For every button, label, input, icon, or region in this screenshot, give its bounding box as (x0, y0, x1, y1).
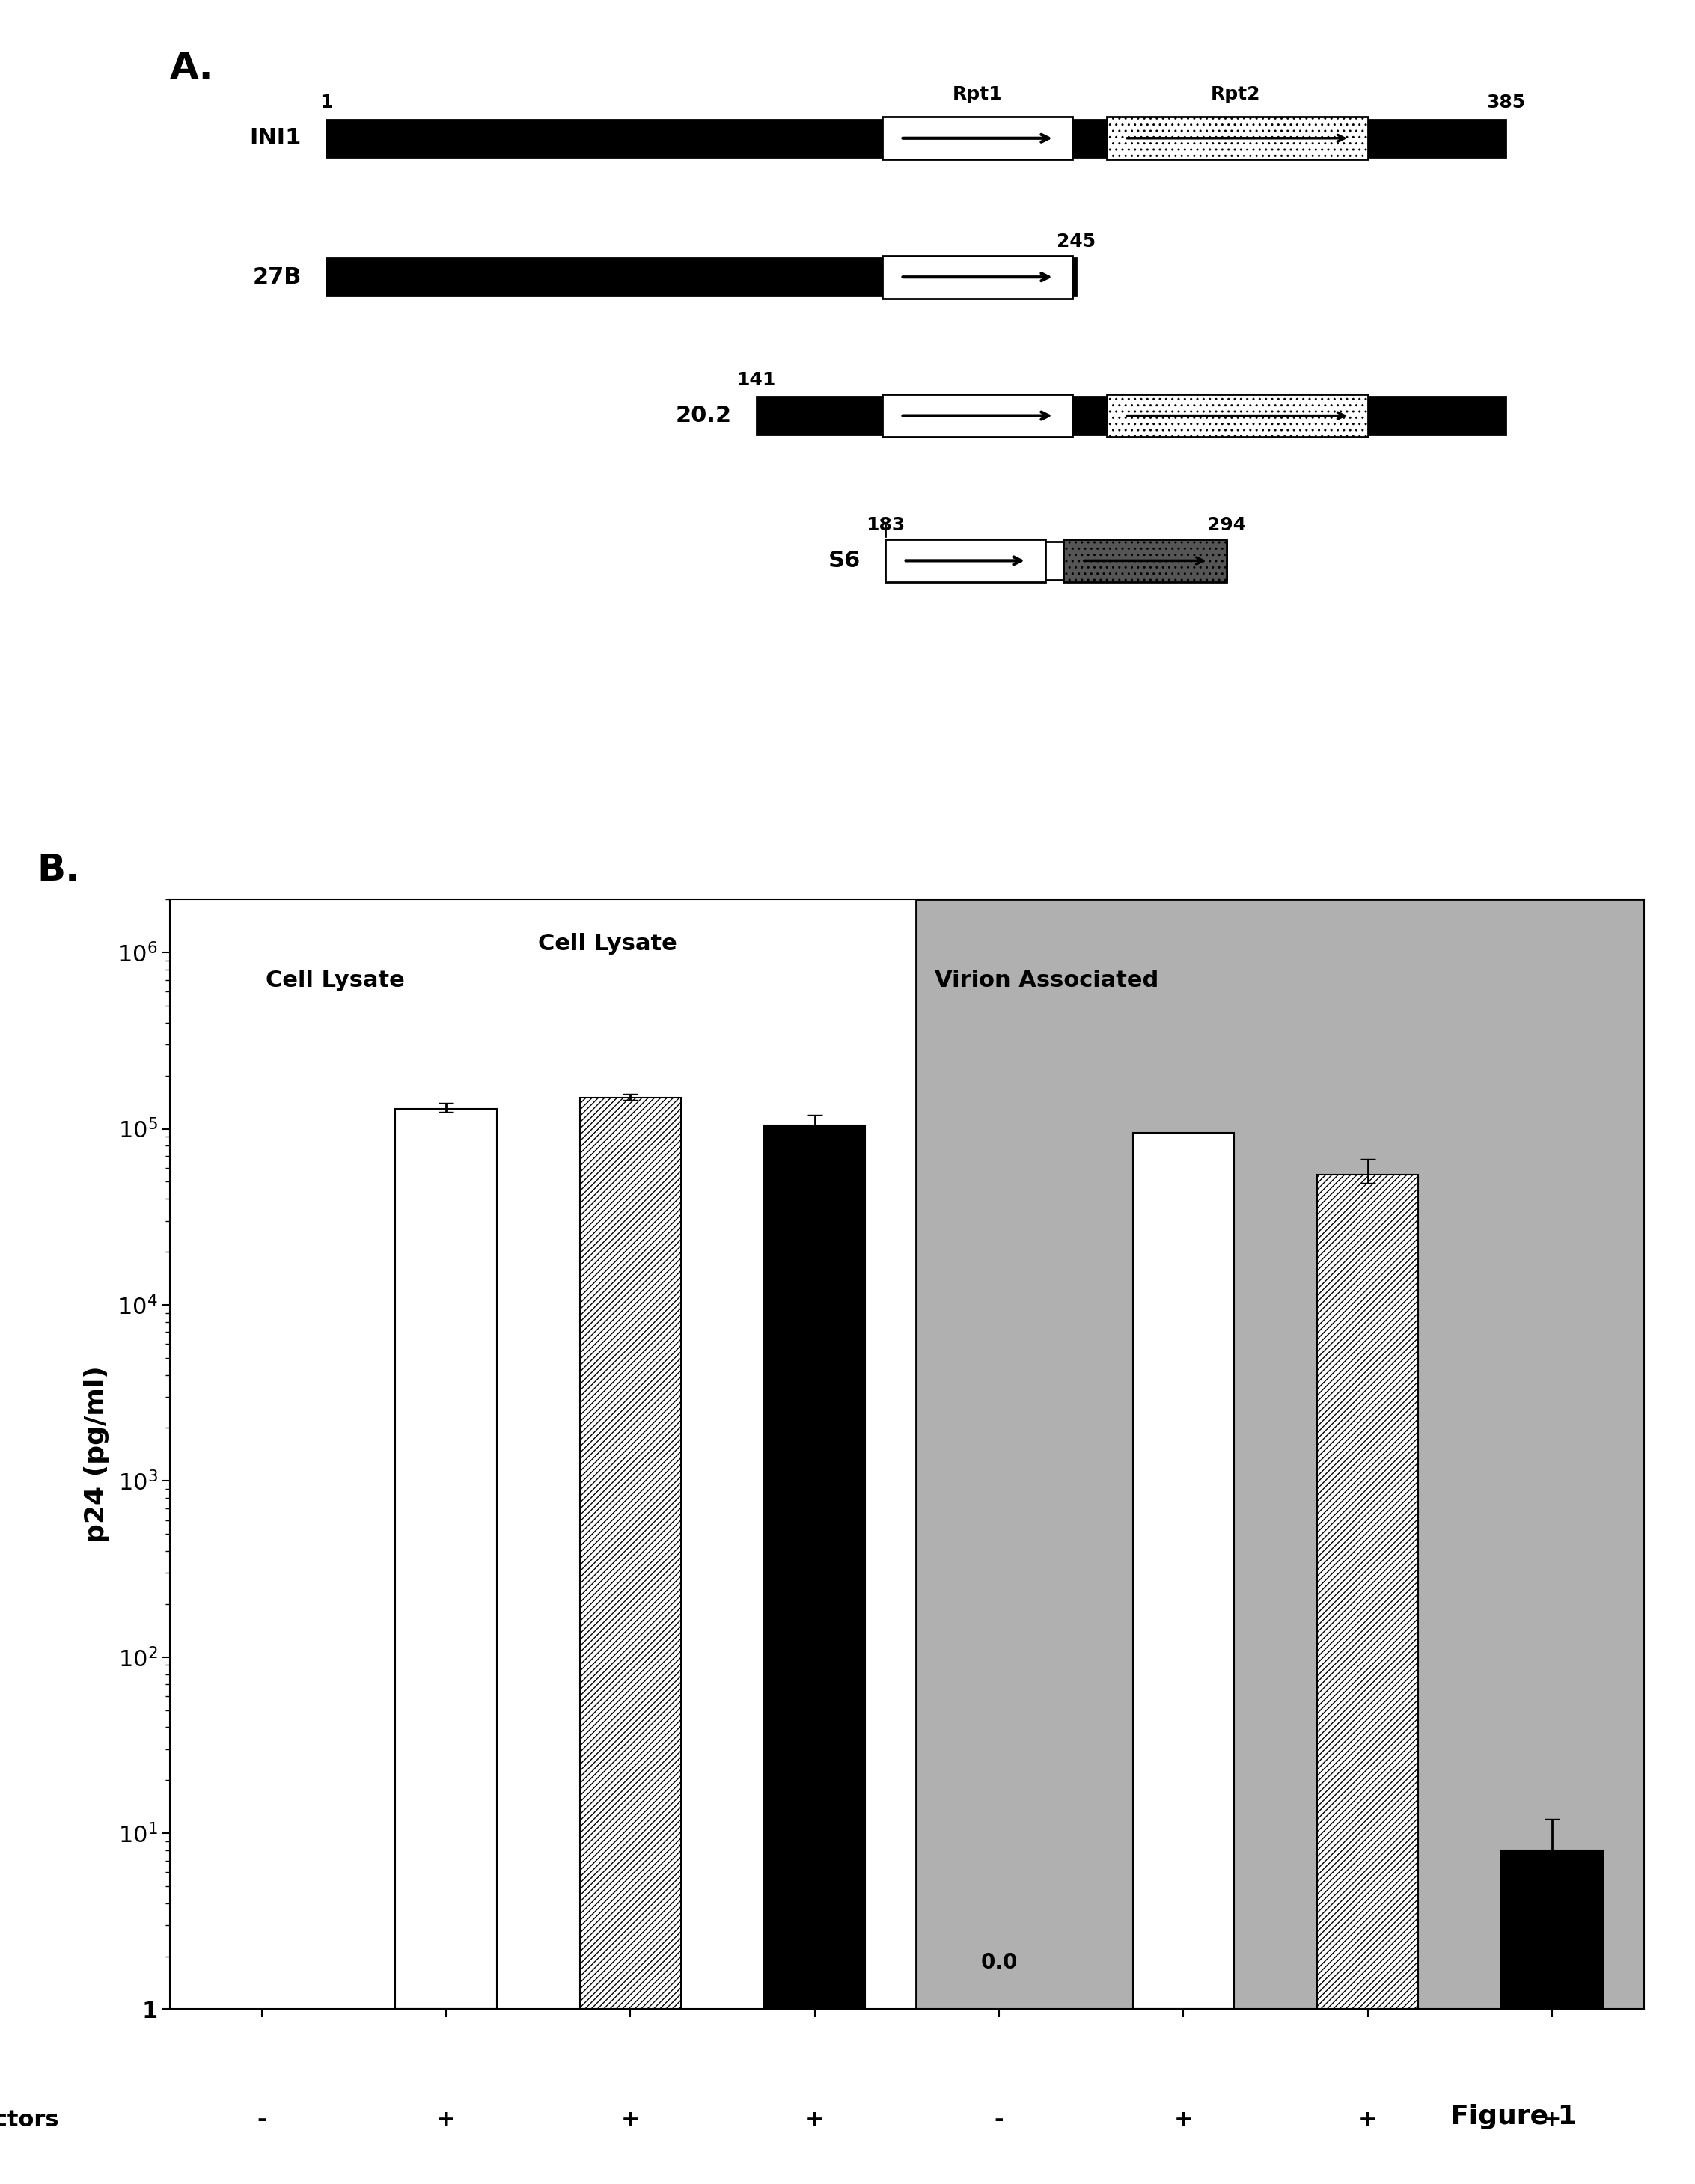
Text: +: + (1358, 2110, 1378, 2132)
Text: -: - (258, 2110, 266, 2132)
Bar (395, 1109, 497, 2009)
Text: Figure 1: Figure 1 (1449, 2103, 1576, 2129)
Text: Cell Lysate: Cell Lysate (537, 933, 678, 954)
Bar (325, 258, 1076, 295)
Text: Viral Vectors: Viral Vectors (0, 2110, 59, 2132)
Bar (881, 116, 1073, 159)
Bar (764, 1125, 866, 2009)
Text: Virion Associated: Virion Associated (934, 970, 1158, 992)
Bar (1107, 395, 1368, 437)
Bar (881, 256, 1073, 299)
Bar (1132, 1133, 1234, 2009)
Y-axis label: p24 (pg/ml): p24 (pg/ml) (83, 1365, 108, 1542)
Text: +: + (805, 2110, 824, 2132)
Text: +: + (436, 2110, 456, 2132)
Text: +: + (620, 2110, 641, 2132)
Text: INI1: INI1 (249, 127, 302, 149)
Bar (915, 900, 1653, 2009)
Text: 27B: 27B (253, 266, 302, 288)
Text: +: + (1542, 2110, 1561, 2132)
Text: B.: B. (37, 852, 80, 889)
Text: 294: 294 (1207, 515, 1246, 535)
Text: 183: 183 (866, 515, 905, 535)
Bar (885, 539, 1046, 583)
Bar (756, 397, 1505, 435)
Text: 20.2: 20.2 (676, 404, 732, 426)
Text: 0.0: 0.0 (980, 1952, 1017, 1974)
Text: A.: A. (170, 50, 214, 85)
Text: +: + (1173, 2110, 1193, 2132)
Text: Rpt2: Rpt2 (1210, 85, 1261, 103)
Bar (1107, 116, 1368, 159)
Text: -: - (995, 2110, 1003, 2132)
Text: 141: 141 (737, 371, 776, 389)
Text: 245: 245 (1056, 232, 1095, 251)
Text: 1: 1 (320, 94, 332, 111)
Bar (1502, 1850, 1603, 2009)
Text: Cell Lysate: Cell Lysate (266, 970, 405, 992)
Bar (881, 395, 1073, 437)
Bar (885, 542, 1225, 579)
Text: 385: 385 (1487, 94, 1526, 111)
Text: Rpt1: Rpt1 (953, 85, 1002, 103)
Bar (325, 120, 1505, 157)
Text: S6: S6 (829, 550, 861, 572)
Bar (580, 1099, 681, 2009)
Bar (1063, 539, 1227, 583)
Bar (1317, 1175, 1419, 2009)
